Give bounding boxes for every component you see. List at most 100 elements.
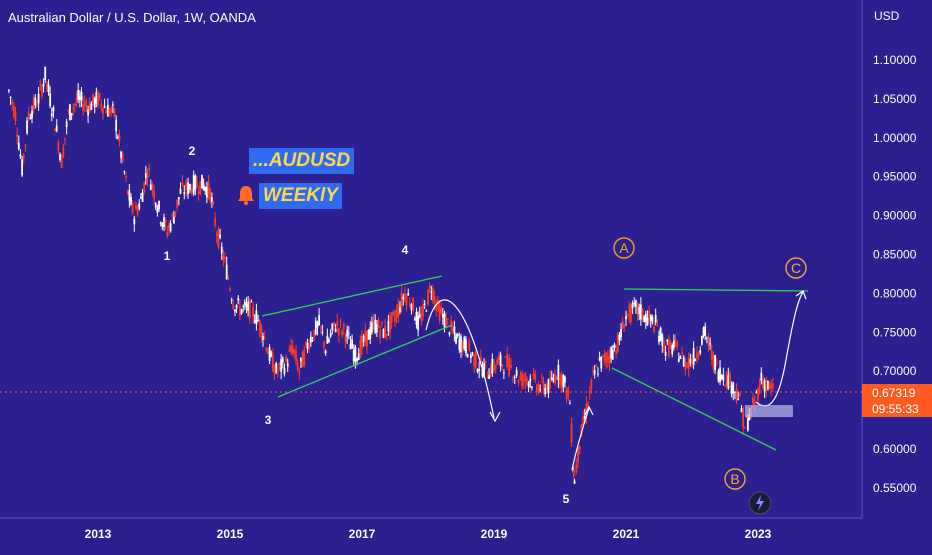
candle-body: [98, 93, 101, 100]
candle-body: [544, 387, 547, 395]
candle-body: [404, 293, 406, 301]
candle-body: [67, 110, 70, 112]
candle-body: [468, 341, 471, 351]
candle-body: [359, 340, 362, 357]
candle-body: [588, 390, 591, 394]
candle-body: [69, 104, 71, 121]
candle-body: [118, 135, 121, 142]
candle-body: [237, 298, 240, 301]
candle-body: [128, 189, 131, 201]
candle-body: [496, 359, 499, 365]
candle-body: [727, 375, 730, 388]
currency-unit-label: USD: [874, 9, 900, 23]
candle-body: [493, 361, 495, 370]
y-tick-label: 0.80000: [873, 286, 917, 300]
candle-body: [126, 190, 129, 195]
candle-body: [49, 93, 52, 107]
y-tick-label: 1.10000: [873, 53, 917, 67]
candle-body: [606, 355, 609, 360]
candle-body: [669, 342, 672, 344]
candle-body: [303, 349, 306, 365]
candle-body: [121, 154, 124, 161]
candle-body: [451, 329, 454, 331]
candle-body: [291, 346, 294, 355]
candle-body: [12, 105, 15, 117]
candle-body: [456, 333, 459, 337]
candle-body: [219, 234, 221, 238]
candle-body: [770, 385, 773, 389]
candle-body: [539, 388, 542, 390]
candle-body: [371, 322, 373, 333]
candle-body: [336, 321, 339, 326]
projection-path-down: [425, 299, 495, 419]
candle-body: [521, 373, 523, 387]
candle-body: [201, 174, 203, 189]
candle-body: [374, 319, 377, 333]
candle-body: [222, 255, 225, 262]
candle-body: [742, 408, 745, 428]
candle-body: [253, 320, 256, 323]
y-tick-label: 0.75000: [873, 325, 917, 339]
candle-body: [762, 380, 764, 388]
candle-body: [550, 377, 553, 380]
wave-circle-B: [724, 468, 746, 490]
candle-body: [445, 317, 448, 329]
candle-body: [258, 319, 261, 332]
candle-body: [168, 225, 170, 229]
candle-body: [262, 335, 264, 340]
candle-body: [156, 208, 159, 213]
candle-body: [123, 171, 126, 173]
candle-body: [314, 320, 317, 335]
candle-body: [295, 351, 297, 362]
candle-body: [625, 316, 627, 320]
candle-body: [732, 382, 735, 394]
candle-body: [300, 357, 302, 362]
candle-body: [758, 384, 761, 393]
projection-path-up: [571, 407, 590, 471]
candle-body: [59, 154, 61, 160]
candle-body: [85, 105, 88, 107]
candle-body: [346, 329, 349, 337]
candle-body: [408, 303, 411, 306]
candle-body: [630, 305, 632, 322]
candle-body: [526, 379, 528, 382]
candle-body: [463, 337, 466, 349]
candle-body: [397, 304, 400, 317]
candle-body: [517, 380, 520, 383]
candle-body: [577, 445, 579, 463]
candle-body: [628, 304, 631, 320]
candle-body: [621, 321, 624, 329]
candle-body: [11, 101, 14, 105]
bell-icon[interactable]: [236, 184, 256, 206]
candle-body: [481, 367, 484, 377]
candle-body: [486, 377, 489, 379]
support-trendline: [611, 367, 777, 451]
candle-body: [394, 316, 396, 322]
candle-body: [255, 310, 258, 325]
candle-body: [430, 291, 433, 293]
candle-body: [696, 352, 698, 358]
candle-body: [296, 362, 299, 371]
candle-body: [77, 89, 80, 100]
candle-body: [633, 302, 636, 304]
candle-body: [90, 103, 93, 110]
candle-body: [626, 314, 629, 316]
candle-body: [338, 328, 340, 336]
wave-circle-A: [613, 237, 635, 259]
candle-body: [387, 321, 390, 332]
candle-body: [252, 307, 254, 318]
arrowhead-c: [795, 290, 807, 300]
candle-body: [656, 325, 659, 327]
candle-body: [100, 103, 103, 108]
arrowhead-down: [489, 411, 501, 423]
candle-body: [181, 182, 184, 186]
candle-body: [380, 321, 383, 324]
wedge-lower-trendline: [277, 324, 453, 398]
candle-body: [151, 183, 154, 189]
candle-body: [395, 310, 398, 318]
lightning-glyph: [756, 495, 764, 511]
candle-body: [503, 372, 505, 374]
candle-body: [423, 303, 426, 306]
